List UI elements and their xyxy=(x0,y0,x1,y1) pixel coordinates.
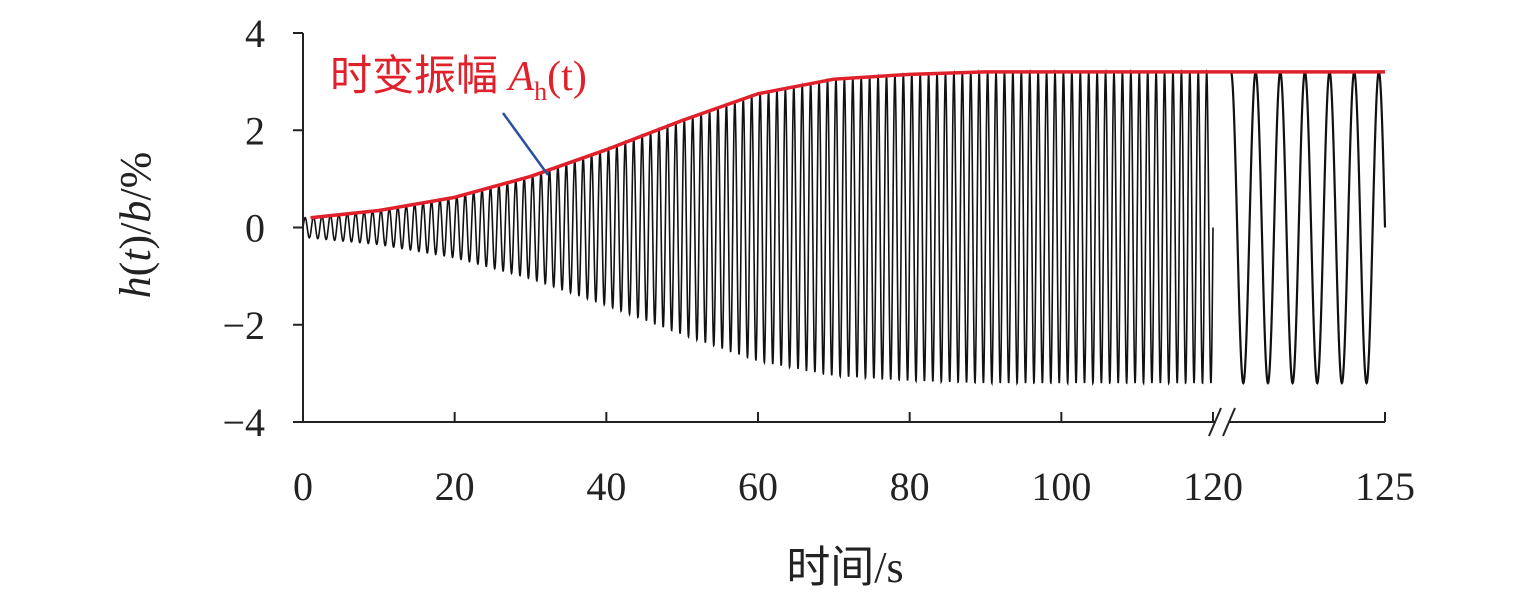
x-tick-label: 0 xyxy=(293,464,313,509)
annotation-label: 时变振幅 Ah(t) xyxy=(330,53,587,106)
signal-line-zoom xyxy=(1212,70,1387,385)
y-tick-label: 4 xyxy=(245,11,265,56)
x-tick-label: 120 xyxy=(1183,464,1243,509)
annotation-pointer xyxy=(501,112,550,176)
signal-line xyxy=(302,68,1214,387)
x-tick-label: 60 xyxy=(738,464,778,509)
annotation-text: 时变振幅 xyxy=(330,53,509,100)
y-tick-label: 2 xyxy=(245,108,265,153)
axis-break-mark-left xyxy=(1208,407,1222,437)
annotation-subscript: h xyxy=(534,77,547,106)
x-tick-label: 20 xyxy=(435,464,475,509)
x-tick-label: 100 xyxy=(1031,464,1091,509)
envelope-line xyxy=(310,70,1385,220)
y-tick-label: −2 xyxy=(222,303,265,348)
axis-break-gap xyxy=(1215,418,1229,426)
y-tick-label: −4 xyxy=(222,400,265,445)
y-tick-label: 0 xyxy=(245,206,265,251)
annotation-suffix: (t) xyxy=(547,54,587,100)
x-tick-label: 125 xyxy=(1355,464,1415,509)
ticks: 420−2−40 20 40 60 80 100 120 125 xyxy=(222,11,1415,509)
y-axis-title: h(t)/b/% xyxy=(111,152,160,299)
x-tick-label: 80 xyxy=(890,464,930,509)
x-tick-label: 40 xyxy=(586,464,626,509)
axis-break-mark-right xyxy=(1222,407,1236,437)
x-axis-title: 时间/s xyxy=(786,543,903,592)
annotation-symbol: A xyxy=(506,54,535,100)
plot-lines xyxy=(302,68,1387,387)
